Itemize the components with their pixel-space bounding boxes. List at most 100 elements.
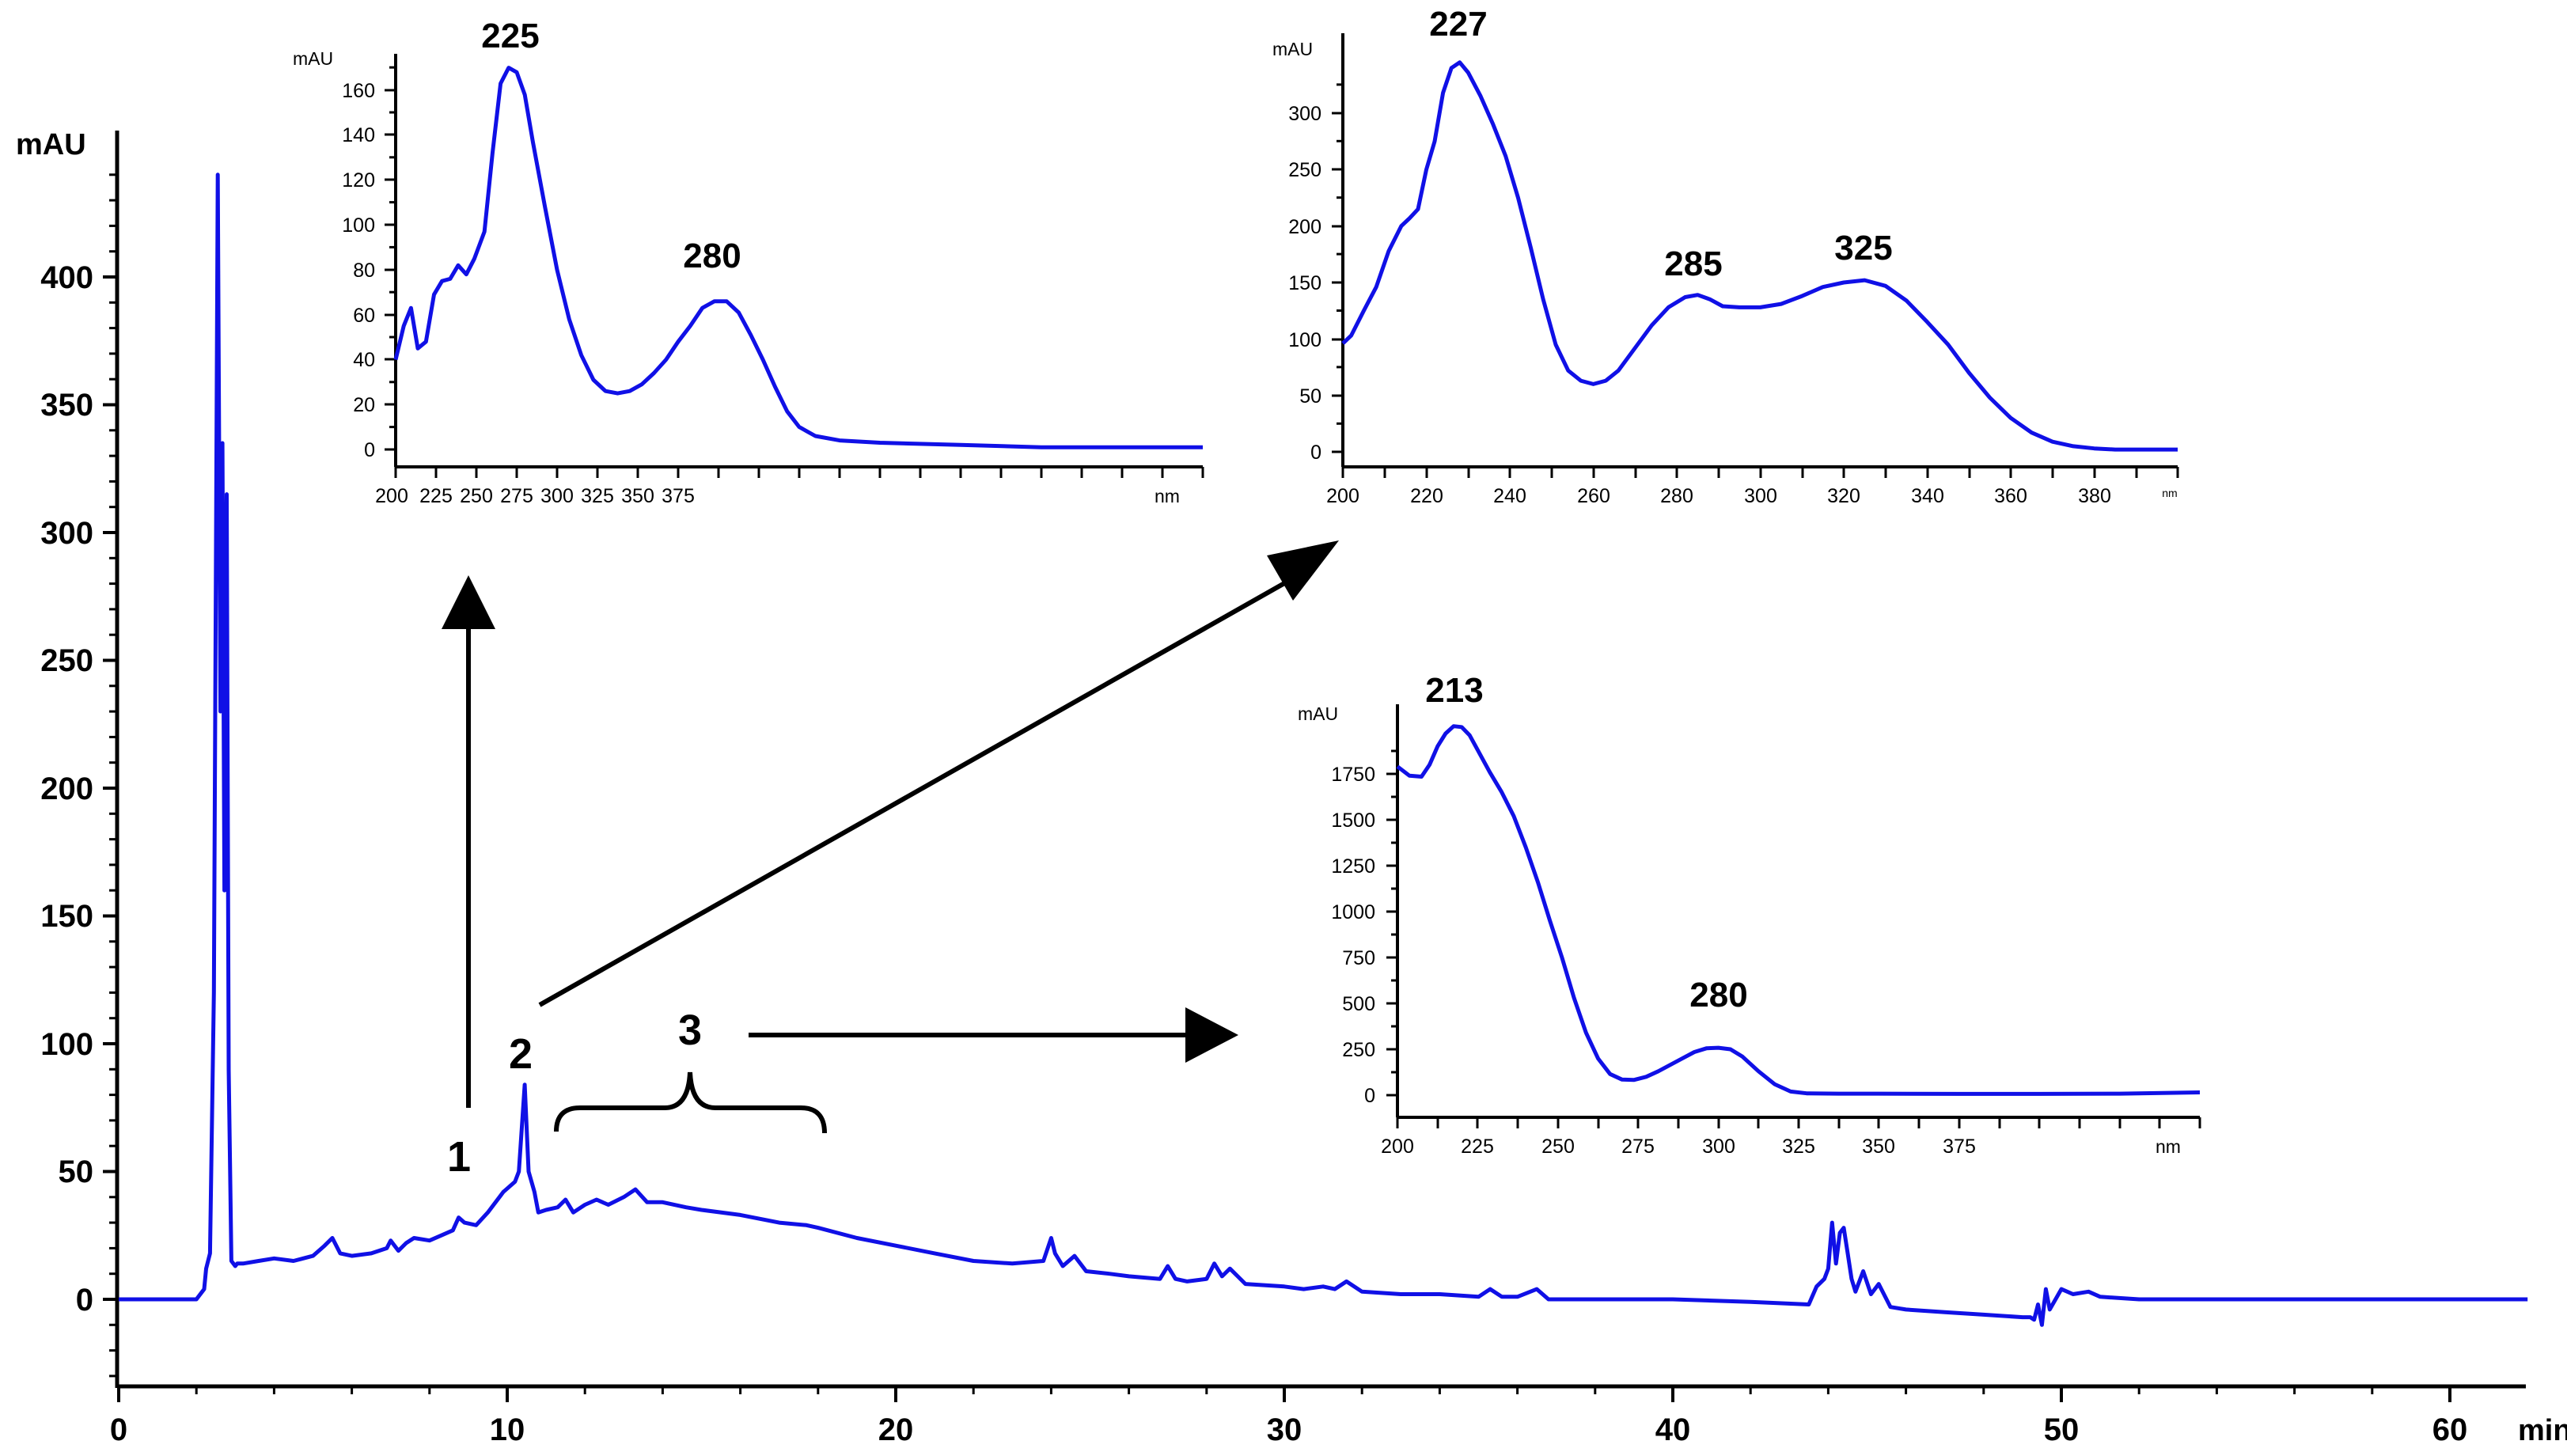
inset2-x-tick-label: 300: [1744, 485, 1777, 507]
inset2-x-tick-label: 200: [1326, 485, 1359, 507]
arrow-head-up-icon: [442, 575, 495, 629]
inset3-x-tick-label: 275: [1621, 1136, 1655, 1158]
arrow-to-spectrum-2: [538, 580, 1287, 1007]
inset2-x-unit: nm: [2162, 487, 2177, 499]
inset2-y-tick-label: 50: [1299, 385, 1321, 408]
annotations: 1 2 3: [442, 540, 1339, 1181]
inset3-x-tick-label: 375: [1943, 1136, 1976, 1158]
inset3-y-tick-label: 1000: [1331, 901, 1375, 923]
inset2-y-tick-label: 250: [1288, 159, 1321, 181]
chromatogram-chart: 0 50 100 150 200 250 300 350 400 mAU 0 1…: [16, 128, 2567, 1447]
y-tick-label: 250: [40, 643, 93, 678]
inset3-x-tick-label: 325: [1782, 1136, 1815, 1158]
inset1-x-major-ticks: [394, 467, 1204, 478]
inset2-y-tick-label: 100: [1288, 329, 1321, 351]
inset2-x-tick-label: 340: [1911, 485, 1944, 507]
inset2-x-major-ticks: [1341, 467, 2179, 478]
inset3-x-major-ticks: [1396, 1117, 2201, 1128]
inset3-y-tick-label: 1250: [1331, 855, 1375, 878]
inset2-y-tick-label: 0: [1310, 442, 1321, 464]
inset1-x-tick-label: 300: [540, 485, 574, 507]
y-tick-label: 300: [40, 516, 93, 551]
inset3-y-minor-ticks: [1391, 749, 1397, 1074]
x-tick-label: 40: [1655, 1412, 1691, 1447]
inset3-x-unit: nm: [2156, 1136, 2181, 1157]
y-tick-label: 400: [40, 260, 93, 295]
inset2-x-tick-labels: 200 220 240 260 280 300 320 340 360 380: [1326, 485, 2111, 507]
spectrum-1-peak-label: 280: [683, 237, 741, 275]
inset2-y-minor-ticks: [1337, 83, 1343, 425]
inset2-y-unit: mAU: [1272, 39, 1313, 59]
y-tick-label: 350: [40, 388, 93, 423]
spectrum-2-peak-label: 227: [1429, 5, 1487, 44]
inset2-y-tick-labels: 0 50 100 150 200 250 300: [1288, 103, 1321, 464]
x-tick-label: 20: [878, 1412, 914, 1447]
inset1-x-tick-label: 200: [375, 485, 408, 507]
inset3-x-tick-label: 225: [1461, 1136, 1494, 1158]
y-tick-label: 0: [76, 1283, 93, 1318]
inset1-y-tick-label: 100: [342, 214, 375, 237]
inset1-y-tick-label: 160: [342, 80, 375, 102]
chromatogram-trace: [119, 173, 2528, 1327]
chromatogram-y-minor-ticks: [109, 173, 117, 1378]
y-tick-label: 150: [40, 899, 93, 934]
inset2-y-tick-label: 150: [1288, 272, 1321, 294]
spectrum-1-trace: [393, 66, 1203, 449]
inset2-x-tick-label: 280: [1660, 485, 1693, 507]
inset1-y-tick-labels: 0 20 40 60 80 100 120 140 160: [342, 80, 375, 461]
chromatogram-x-unit: min: [2518, 1414, 2567, 1447]
inset3-y-tick-label: 750: [1342, 947, 1375, 969]
inset1-x-tick-label: 275: [500, 485, 533, 507]
inset1-y-tick-label: 120: [342, 169, 375, 191]
inset2-y-major-ticks: [1332, 112, 1343, 453]
inset2-y-tick-label: 200: [1288, 216, 1321, 238]
inset3-y-major-ticks: [1386, 772, 1397, 1097]
x-tick-label: 30: [1267, 1412, 1302, 1447]
spectrum-3-trace: [1396, 724, 2201, 1096]
spectrum-3-peak-label: 213: [1425, 671, 1483, 710]
inset1-x-tick-label: 375: [662, 485, 695, 507]
spectrum-1-peak-label: 225: [481, 17, 539, 55]
inset3-y-tick-label: 1500: [1331, 810, 1375, 832]
chromatogram-x-major-ticks: [117, 1386, 2451, 1402]
inset1-x-tick-label: 325: [581, 485, 614, 507]
chromatogram-axes: [115, 131, 2526, 1389]
inset2-x-tick-label: 380: [2078, 485, 2111, 507]
y-tick-label: 100: [40, 1027, 93, 1062]
spectrum-2-peak-label: 285: [1664, 245, 1722, 283]
inset3-y-tick-label: 0: [1364, 1085, 1375, 1107]
inset1-y-tick-label: 20: [353, 394, 375, 416]
peak-number-1: 1: [447, 1133, 471, 1181]
spectrum-3-peak-label: 280: [1689, 976, 1747, 1014]
arrow-head-diagonal-icon: [1267, 540, 1339, 601]
chromatogram-x-tick-labels: 0 10 20 30 40 50 60: [110, 1412, 2467, 1447]
chromatogram-y-major-ticks: [103, 275, 117, 1301]
inset1-x-unit: nm: [1155, 486, 1180, 506]
inset1-y-major-ticks: [385, 89, 396, 451]
inset3-y-tick-label: 500: [1342, 993, 1375, 1015]
inset1-y-tick-label: 140: [342, 124, 375, 146]
inset2-y-tick-label: 300: [1288, 103, 1321, 125]
inset-spectrum-2: 0 50 100 150 200 250 300 mAU: [1272, 5, 2179, 507]
inset3-y-tick-label: 250: [1342, 1039, 1375, 1061]
inset3-x-tick-labels: 200 225 250 275 300 325 350 375: [1381, 1136, 1976, 1158]
inset3-x-tick-label: 200: [1381, 1136, 1414, 1158]
inset2-x-tick-label: 240: [1493, 485, 1526, 507]
inset-spectrum-3: 0 250 500 750 1000 1250 1500 1750 mAU: [1298, 671, 2201, 1158]
inset2-x-tick-label: 320: [1827, 485, 1860, 507]
inset1-x-tick-labels: 200 225 250 275 300 325 350 375: [375, 485, 695, 507]
inset1-x-tick-label: 350: [621, 485, 654, 507]
inset1-y-tick-label: 60: [353, 305, 375, 327]
inset2-x-tick-label: 360: [1994, 485, 2027, 507]
spectrum-2-peak-label: 325: [1834, 229, 1892, 267]
inset1-y-tick-label: 0: [364, 439, 375, 461]
inset3-x-tick-label: 300: [1702, 1136, 1735, 1158]
peak-number-3: 3: [678, 1007, 702, 1054]
inset2-x-tick-label: 260: [1577, 485, 1610, 507]
y-tick-label: 50: [59, 1155, 94, 1189]
inset1-x-tick-label: 225: [419, 485, 453, 507]
peak-number-2: 2: [509, 1030, 533, 1078]
y-tick-label: 200: [40, 772, 93, 806]
inset3-y-tick-label: 1750: [1331, 764, 1375, 786]
x-tick-label: 60: [2432, 1412, 2468, 1447]
